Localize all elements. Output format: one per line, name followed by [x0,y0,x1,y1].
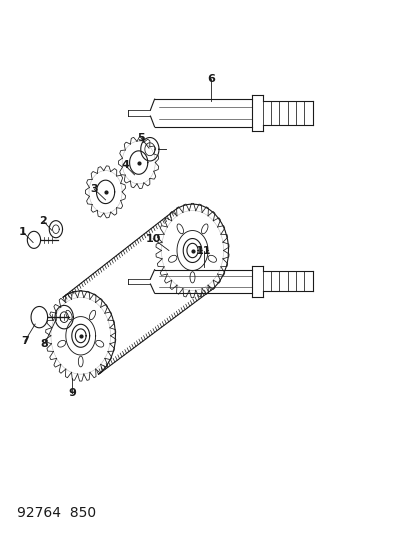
Text: 9: 9 [68,389,76,398]
Text: 5: 5 [137,133,144,142]
Text: 7: 7 [21,336,28,346]
Text: 3: 3 [90,184,98,194]
Text: 2: 2 [40,216,47,226]
Text: 8: 8 [41,339,48,349]
Text: 11: 11 [195,246,211,255]
Text: 1: 1 [19,227,26,237]
Text: 6: 6 [206,74,215,84]
Text: 92764  850: 92764 850 [17,506,95,520]
Text: 4: 4 [121,160,129,170]
Text: 10: 10 [145,234,161,244]
